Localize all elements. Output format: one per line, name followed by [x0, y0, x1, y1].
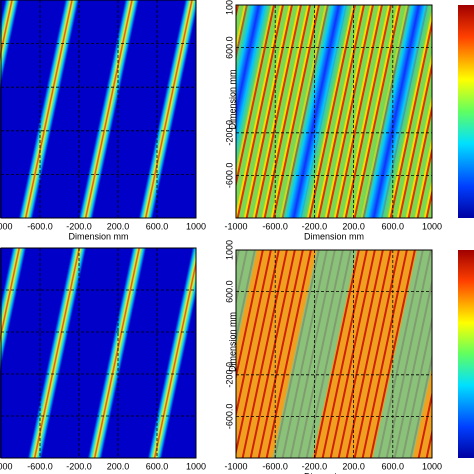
y-tick-label: 1000 — [224, 0, 234, 15]
heatmap-image — [236, 5, 432, 218]
y-axis-label: Dimension mm — [227, 69, 237, 129]
x-tick-label: -1000 — [224, 461, 247, 471]
x-axis-label: Dimension mm — [304, 231, 364, 241]
x-tick-label: -600.0 — [262, 221, 288, 231]
y-tick-label: 600.0 — [224, 36, 234, 59]
x-tick-label: -1000 — [0, 461, 13, 471]
plot-frame — [235, 249, 433, 459]
x-tick-label: 1000 — [186, 221, 206, 231]
x-tick-label: 200.0 — [342, 461, 365, 471]
x-tick-label: 200.0 — [107, 461, 130, 471]
x-tick-label: 200.0 — [342, 221, 365, 231]
x-tick-label: 1000 — [422, 221, 442, 231]
x-tick-label: 600.0 — [146, 221, 169, 231]
y-tick-label: -200.0 — [224, 362, 234, 388]
x-tick-label: 600.0 — [382, 461, 405, 471]
x-tick-label: -200.0 — [302, 221, 328, 231]
x-tick-label: -200.0 — [66, 221, 92, 231]
x-axis-label: Dimension mm — [304, 471, 364, 474]
x-tick-label: -600.0 — [27, 221, 53, 231]
plot-frame — [235, 4, 433, 219]
x-tick-label: 600.0 — [382, 221, 405, 231]
y-tick-label: -200.0 — [224, 120, 234, 146]
heatmap-image — [0, 248, 196, 458]
x-tick-label: -600.0 — [262, 461, 288, 471]
heatmaps — [0, 0, 474, 458]
heatmap-image — [236, 250, 432, 458]
y-tick-label: 1000 — [224, 240, 234, 260]
y-tick-label: 600.0 — [224, 280, 234, 303]
y-axis-label: Dimension mm — [227, 312, 237, 372]
x-tick-label: -200.0 — [66, 461, 92, 471]
x-tick-label: 600.0 — [146, 461, 169, 471]
x-tick-label: 200.0 — [107, 221, 130, 231]
x-tick-label: 1000 — [186, 461, 206, 471]
y-tick-label: -600.0 — [224, 163, 234, 189]
heatmap-image — [0, 0, 196, 218]
colorbar — [458, 5, 474, 218]
x-axis-label: Dimension mm — [68, 231, 128, 241]
plot-frame — [0, 0, 197, 219]
x-tick-label: -1000 — [0, 221, 13, 231]
x-tick-label: -600.0 — [27, 461, 53, 471]
y-tick-label: -600.0 — [224, 404, 234, 430]
x-tick-label: -1000 — [224, 221, 247, 231]
colorbar — [458, 250, 474, 458]
x-tick-label: -200.0 — [302, 461, 328, 471]
x-tick-label: 1000 — [422, 461, 442, 471]
plot-frame — [0, 247, 197, 459]
